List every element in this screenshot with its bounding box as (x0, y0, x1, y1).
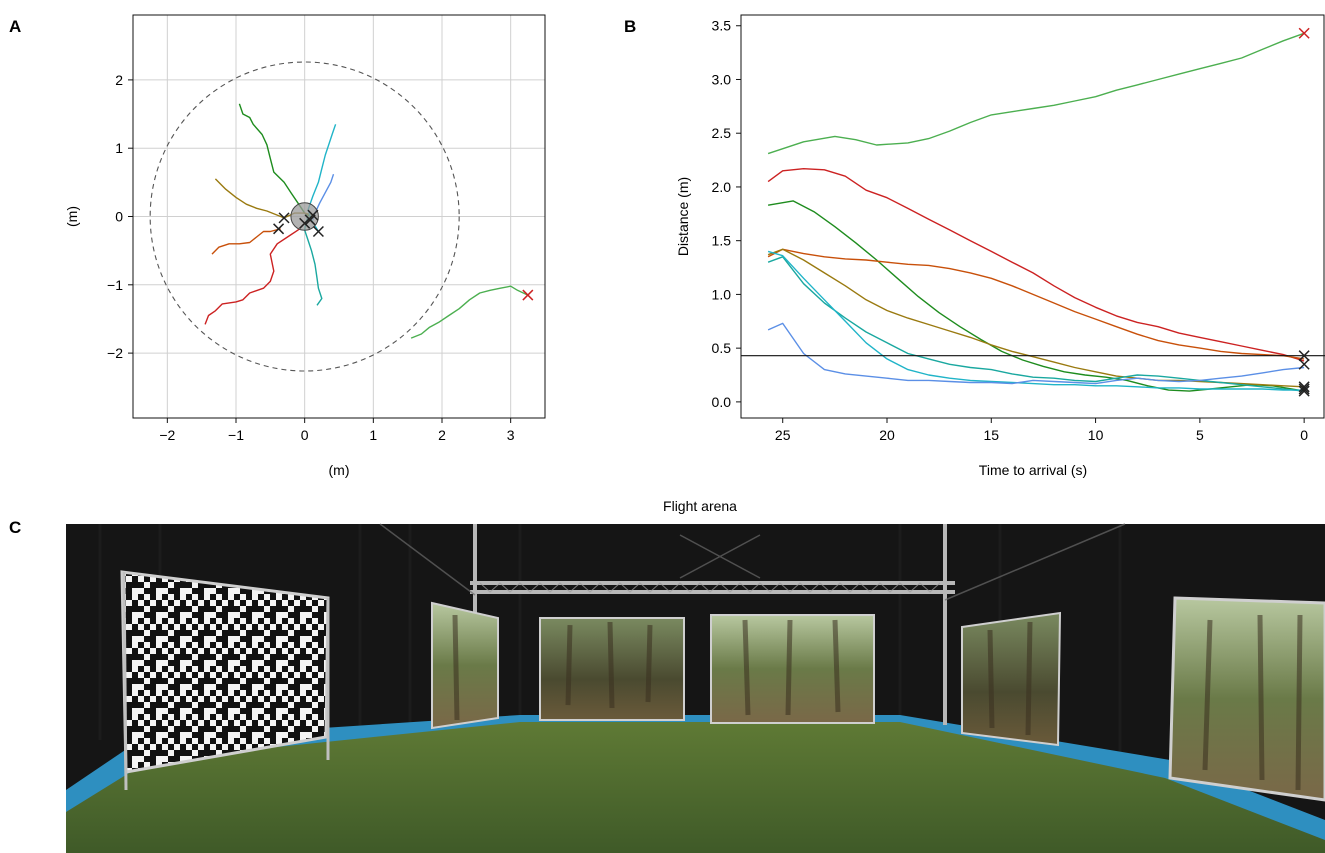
endpoint-marker (1298, 385, 1310, 397)
y-tick-label: 1.0 (712, 286, 732, 302)
distance-line (767, 248, 1305, 388)
trajectory-line (211, 228, 281, 255)
endpoint-marker (1298, 358, 1310, 370)
endpoint-marker (1298, 383, 1310, 395)
endpoint-marker (273, 223, 285, 235)
panel-b-chart: 25 20 15 10 5 0 0.0 0.5 1.0 1.5 2.0 2.5 3.0 3.5 Time … (675, 14, 1325, 478)
y-tick-label: 0.0 (712, 394, 732, 410)
endpoint-marker (312, 225, 324, 238)
endpoint-marker (299, 217, 311, 229)
endpoint-marker (1298, 381, 1310, 393)
y-tick-label: 2 (115, 72, 123, 88)
y-tick-label: −2 (107, 345, 123, 361)
panel-label-b: B (624, 17, 636, 36)
panel-a-endpoints (273, 209, 534, 301)
trajectory-line (238, 103, 311, 218)
distance-line (767, 248, 1305, 360)
panel-a-chart: −2 −1 0 1 2 3 −2 −1 0 1 2 (m) (m) (64, 14, 546, 478)
endpoint-marker (1298, 27, 1310, 39)
x-tick-label: 0 (1300, 427, 1308, 443)
x-tick-label: 0 (301, 427, 309, 443)
target-circle (290, 202, 319, 231)
panel-a-ticks: −2 −1 0 1 2 3 −2 −1 0 1 2 (107, 72, 515, 443)
distance-line (767, 256, 1305, 392)
trajectory-line (410, 285, 529, 339)
panel-a-grid (133, 15, 545, 418)
panel-a-y-axis-label: (m) (64, 206, 80, 227)
panel-label-a: A (9, 17, 21, 36)
y-tick-label: −1 (107, 277, 123, 293)
x-tick-label: −2 (159, 427, 175, 443)
x-tick-label: −1 (228, 427, 244, 443)
endpoint-marker (1298, 350, 1310, 362)
panel-b-ticks: 25 20 15 10 5 0 0.0 0.5 1.0 1.5 2.0 2.5 3.0 3.5 (712, 18, 1309, 443)
panel-a-x-axis-label: (m) (329, 462, 350, 478)
y-tick-label: 0 (115, 209, 123, 225)
panel-b-frame (740, 14, 1325, 419)
panel-b-y-axis-label: Distance (m) (675, 177, 691, 256)
y-tick-label: 1 (115, 140, 123, 156)
x-tick-label: 20 (879, 427, 895, 443)
panel-label-c: C (9, 518, 21, 537)
y-tick-label: 1.5 (712, 233, 732, 249)
x-tick-label: 1 (369, 427, 377, 443)
endpoint-marker (278, 212, 290, 224)
y-tick-label: 0.5 (712, 340, 732, 356)
x-tick-label: 2 (438, 427, 446, 443)
distance-line (767, 167, 1305, 362)
y-tick-label: 3.5 (712, 18, 732, 34)
panel-a-trajectories (204, 103, 529, 339)
x-tick-label: 25 (775, 427, 791, 443)
endpoint-marker (522, 289, 534, 301)
panel-b-x-axis-label: Time to arrival (s) (979, 462, 1087, 478)
y-tick-label: 3.0 (712, 71, 732, 87)
trajectory-line (204, 219, 309, 325)
panel-b-endpoints (1298, 27, 1310, 397)
x-tick-label: 15 (983, 427, 999, 443)
distance-line (767, 32, 1305, 155)
photo-caption: Flight arena (663, 498, 737, 514)
y-tick-label: 2.0 (712, 179, 732, 195)
flight-arena-photo (66, 523, 1325, 853)
y-tick-label: 2.5 (712, 125, 732, 141)
x-tick-label: 10 (1088, 427, 1104, 443)
distance-line (767, 322, 1305, 385)
arena-boundary-circle (149, 61, 460, 372)
x-tick-label: 3 (507, 427, 515, 443)
panel-b-distance-lines (767, 32, 1305, 392)
x-tick-label: 5 (1196, 427, 1204, 443)
distance-line (767, 250, 1305, 391)
